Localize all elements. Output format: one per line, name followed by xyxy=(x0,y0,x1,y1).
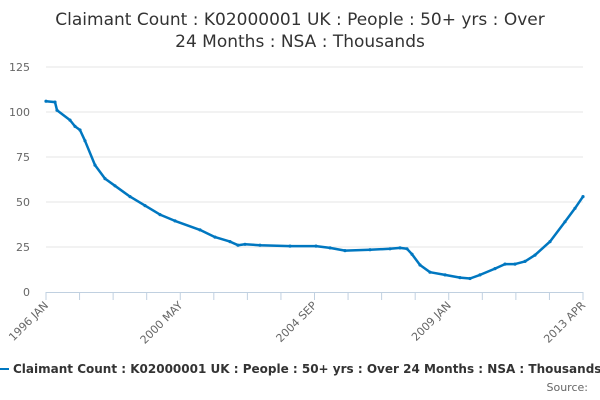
svg-text:2009 JAN: 2009 JAN xyxy=(409,299,454,344)
legend-line-icon xyxy=(0,367,9,370)
x-axis xyxy=(45,292,584,300)
svg-text:2013 APR: 2013 APR xyxy=(541,299,588,346)
legend-item[interactable]: Claimant Count : K02000001 UK : People :… xyxy=(0,362,600,376)
chart-title-line-2: 24 Months : NSA : Thousands xyxy=(175,32,425,52)
data-series-line[interactable] xyxy=(44,99,585,281)
source-credit: Source: xyxy=(546,381,589,394)
y-axis-labels: 0 25 50 75 100 125 xyxy=(9,61,30,299)
svg-text:2004 SEP: 2004 SEP xyxy=(274,299,320,345)
chart-title: Claimant Count : K02000001 UK : People :… xyxy=(0,9,600,53)
x-axis-labels: 1996 JAN 2000 MAY 2004 SEP 2009 JAN 2013 APR xyxy=(6,299,588,347)
svg-text:25: 25 xyxy=(16,241,30,254)
gridlines xyxy=(46,66,583,248)
legend-label: Claimant Count : K02000001 UK : People :… xyxy=(13,362,600,376)
svg-text:0: 0 xyxy=(23,286,30,299)
svg-text:75: 75 xyxy=(16,151,30,164)
svg-text:125: 125 xyxy=(9,61,30,74)
svg-text:2000 MAY: 2000 MAY xyxy=(138,299,186,347)
svg-text:100: 100 xyxy=(9,106,30,119)
svg-text:50: 50 xyxy=(16,196,30,209)
chart-title-line-1: Claimant Count : K02000001 UK : People :… xyxy=(55,10,545,30)
svg-text:1996 JAN: 1996 JAN xyxy=(6,299,51,344)
